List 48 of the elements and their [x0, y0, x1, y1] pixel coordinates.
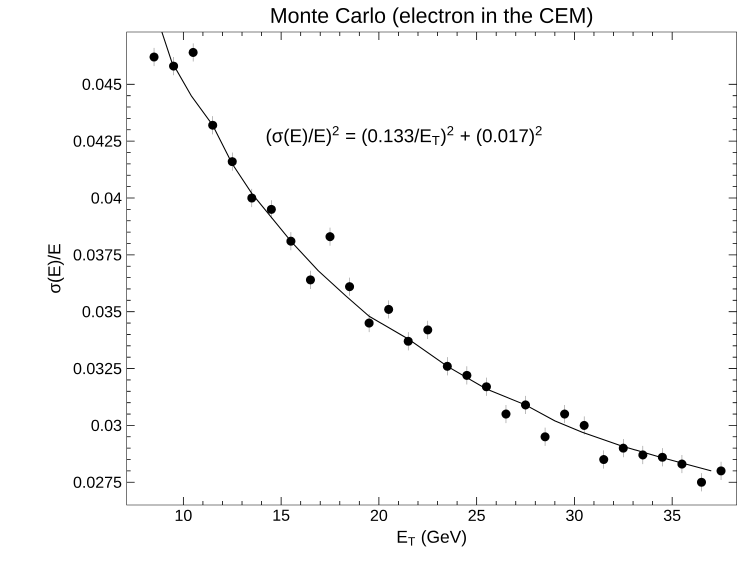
point [520, 400, 530, 410]
point [228, 157, 237, 166]
point [462, 370, 472, 380]
point [286, 236, 296, 246]
y-tick-label: 0.0325 [74, 362, 122, 374]
point [482, 382, 491, 392]
point [638, 450, 648, 460]
point [442, 362, 452, 371]
chart-title: Monte Carlo (electron in the CEM) [272, 7, 592, 28]
point [423, 325, 432, 334]
point [384, 304, 394, 314]
point [580, 420, 589, 430]
point [696, 478, 706, 487]
point [540, 432, 550, 442]
point [501, 410, 511, 419]
point [188, 48, 198, 57]
point [716, 466, 726, 476]
annotation: (σ(E)/E)$^{2}$ = (0.133/E$_{T}$)$^{2}$ + (0.017)$^{2}$ [266, 126, 542, 146]
point [169, 62, 178, 71]
x-tick-label: 20 [370, 510, 388, 522]
y-tick-label: 0.0375 [74, 249, 122, 261]
x-tick-label: 15 [273, 510, 290, 521]
point [677, 460, 686, 469]
point [345, 282, 354, 292]
point [266, 204, 276, 214]
y-tick-label: 0.0275 [74, 476, 122, 488]
y-axis-title: σ(E)/E [48, 244, 64, 293]
x-tick-label: 25 [468, 510, 485, 522]
y-tick-label: 0.045 [82, 78, 122, 90]
point [404, 336, 413, 346]
point [658, 452, 667, 462]
point [560, 410, 570, 419]
point [150, 52, 159, 62]
point [364, 318, 374, 328]
y-tick-label: 0.04 [91, 192, 122, 204]
x-tick-label: 30 [566, 510, 583, 522]
point [599, 454, 608, 464]
point [306, 275, 315, 284]
point [247, 193, 256, 203]
y-tick-label: 0.03 [91, 420, 122, 432]
point [325, 232, 335, 242]
y-tick-label: 0.0425 [74, 135, 122, 147]
x-axis-title: E$_{T}$ (GeV) [398, 530, 466, 546]
point [618, 444, 628, 453]
x-tick-label: 35 [664, 510, 680, 522]
y-tick-label: 0.035 [82, 306, 122, 318]
point [208, 120, 218, 130]
x-tick-label: 10 [176, 510, 192, 522]
